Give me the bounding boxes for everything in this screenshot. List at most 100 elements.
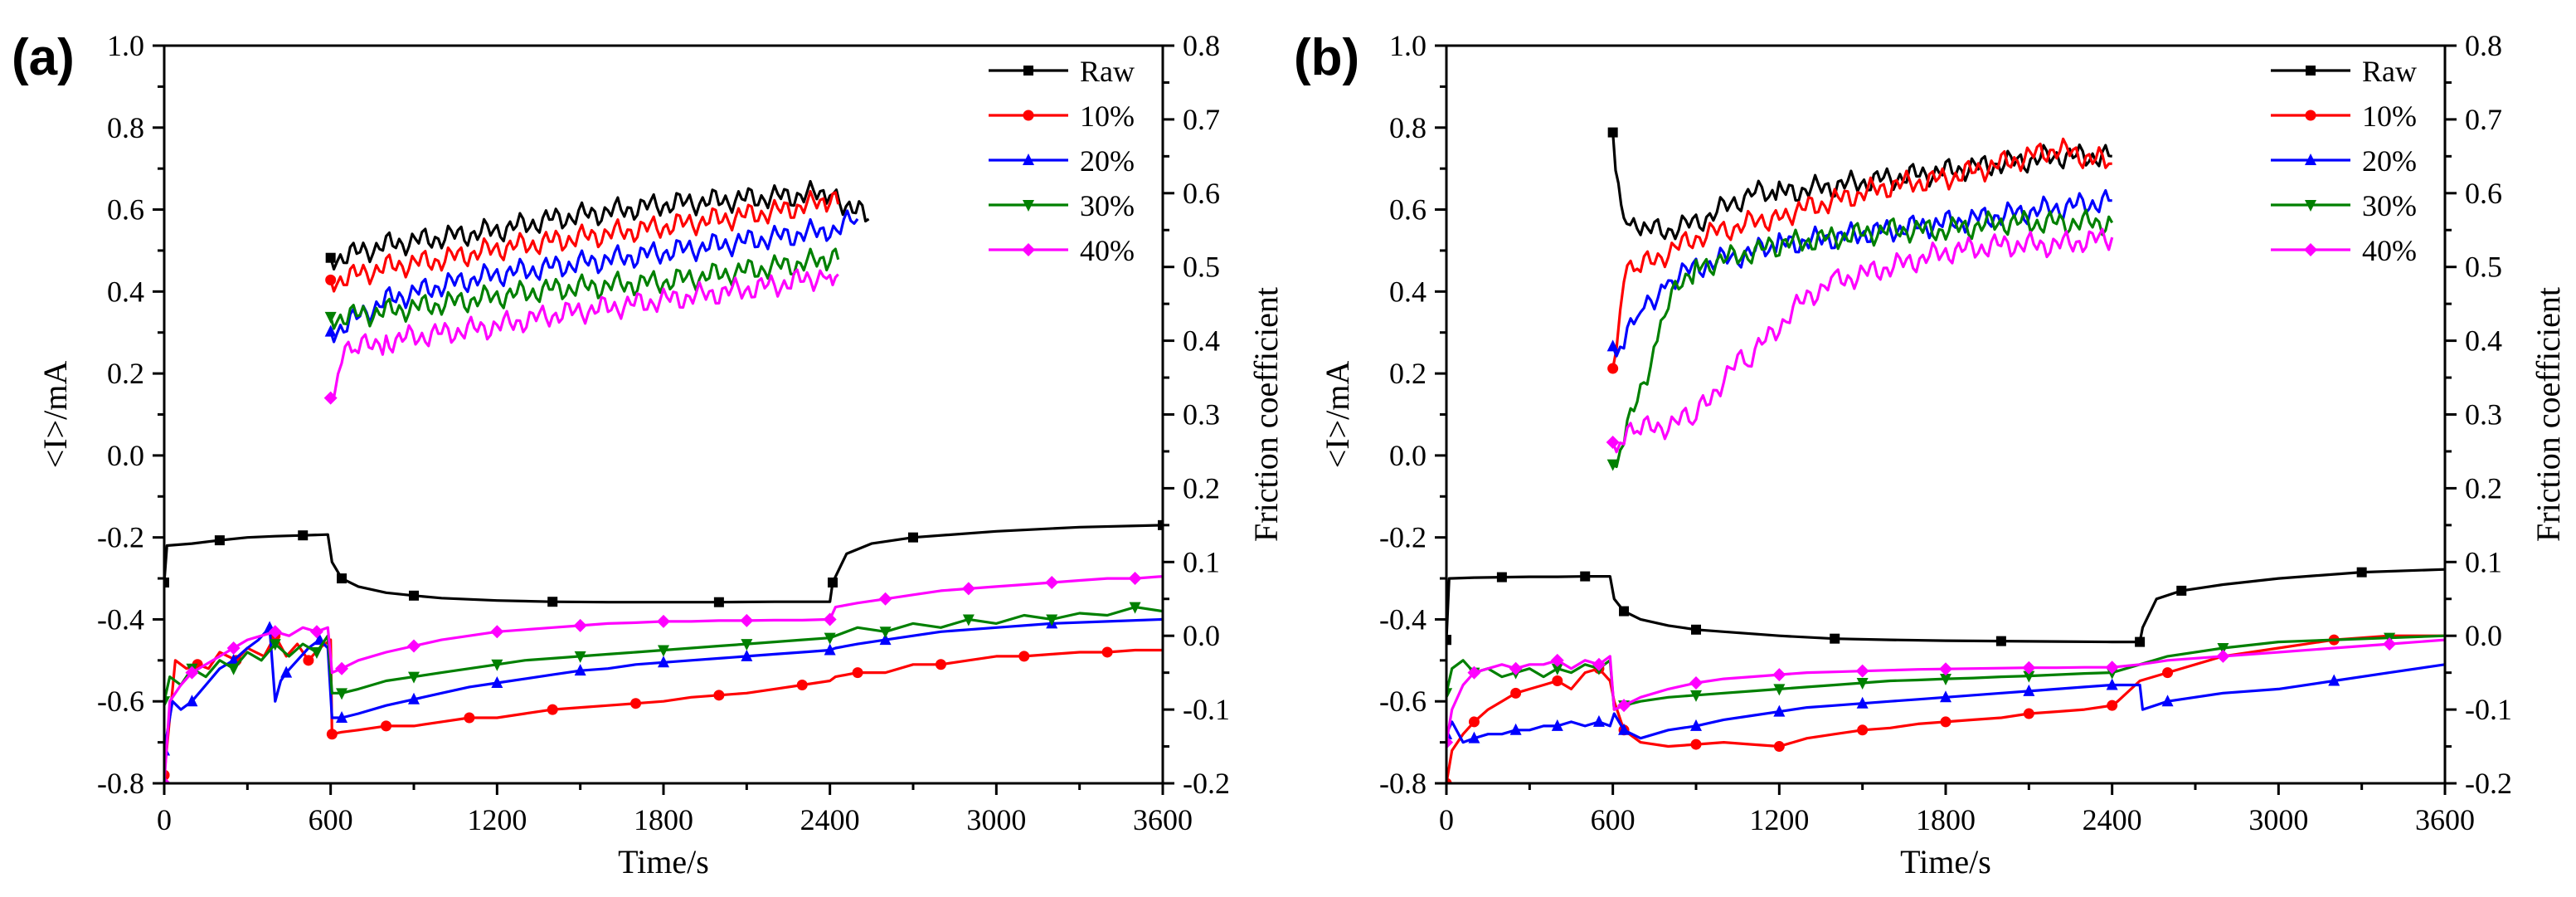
current-series-marker bbox=[741, 649, 753, 661]
current-series-marker bbox=[796, 679, 808, 690]
current-series-40pct bbox=[164, 575, 1163, 783]
current-series-marker bbox=[164, 777, 171, 783]
current-series-marker bbox=[2176, 585, 2187, 596]
current-series-marker bbox=[337, 573, 348, 584]
x-tick-label: 1800 bbox=[1916, 803, 1976, 836]
x-axis-label: Time/s bbox=[618, 843, 709, 880]
y-left-tick-label: 0.4 bbox=[1389, 275, 1427, 308]
legend: Raw 10% 20% 30% 40% bbox=[989, 55, 1135, 267]
legend-marker bbox=[1023, 200, 1034, 212]
friction-series-20pct bbox=[329, 209, 859, 344]
x-axis-label: Time/s bbox=[1900, 843, 1991, 880]
current-series-marker bbox=[227, 653, 240, 665]
current-series-marker bbox=[1580, 571, 1591, 582]
current-series-marker bbox=[824, 643, 836, 656]
current-series-marker bbox=[1773, 704, 1786, 717]
y-left-tick-label: 0.2 bbox=[107, 357, 144, 390]
current-series-marker bbox=[1552, 675, 1563, 687]
x-tick-label: 0 bbox=[157, 803, 172, 836]
current-series-40pct bbox=[1446, 638, 2445, 743]
y-right-tick-label: 0.1 bbox=[1183, 545, 1220, 578]
friction-series-start-marker bbox=[1606, 435, 1620, 449]
current-series-marker bbox=[2107, 700, 2118, 711]
friction-series-10pct bbox=[1611, 137, 2112, 369]
y-left-tick-label: -0.6 bbox=[97, 685, 144, 718]
y-left-tick-label: 0.6 bbox=[107, 193, 144, 227]
plot-area bbox=[1446, 127, 2445, 783]
y-left-tick-label: -0.8 bbox=[97, 767, 144, 800]
legend-label: Raw bbox=[1080, 55, 1135, 88]
legend-marker bbox=[1023, 66, 1033, 76]
current-series-marker bbox=[2217, 643, 2229, 656]
friction-series-40pct bbox=[329, 268, 839, 399]
current-series-marker bbox=[935, 659, 946, 670]
current-series-marker bbox=[2023, 684, 2035, 696]
current-series-marker bbox=[852, 667, 863, 679]
current-series-marker bbox=[1129, 602, 1141, 614]
friction-series-start-marker bbox=[323, 391, 338, 405]
friction-series-start-marker bbox=[324, 324, 337, 337]
y-right-tick-label: 0.0 bbox=[1183, 619, 1220, 652]
y-right-tick-label: 0.4 bbox=[1183, 324, 1220, 358]
current-series-marker bbox=[1510, 687, 1522, 699]
y-right-tick-label: 0.5 bbox=[1183, 251, 1220, 284]
legend-marker bbox=[2306, 66, 2316, 76]
y-right-tick-label: 0.1 bbox=[2465, 545, 2502, 578]
current-series-marker bbox=[1857, 724, 1869, 736]
current-series-marker bbox=[490, 625, 504, 639]
y-right-tick-label: 0.6 bbox=[2465, 177, 2502, 210]
y-left-tick-label: 0.8 bbox=[107, 111, 144, 144]
current-series-marker bbox=[2383, 637, 2397, 651]
current-series-marker bbox=[908, 532, 918, 543]
axes: 0 600 1200 1800 2400 3000 3600 -0.8 -0.6 -0.4 -0.2… bbox=[1379, 29, 2512, 836]
legend-label: 10% bbox=[1080, 100, 1135, 133]
current-series-marker bbox=[164, 696, 170, 709]
current-series-marker bbox=[214, 535, 225, 546]
y-left-tick-label: -0.8 bbox=[1379, 767, 1427, 800]
y-right-tick-label: 0.7 bbox=[1183, 103, 1220, 136]
current-series-marker bbox=[310, 646, 323, 659]
current-series-marker bbox=[1940, 716, 1951, 728]
axes: 0 600 1200 1800 2400 3000 3600 -0.8 -0.6 -0.4 -0.2… bbox=[97, 29, 1230, 836]
panel-label: (a) bbox=[12, 29, 75, 86]
current-series-marker bbox=[309, 625, 323, 639]
y-right-tick-label: -0.1 bbox=[2465, 693, 2512, 726]
current-series-marker bbox=[464, 712, 475, 724]
panel-label: (b) bbox=[1294, 29, 1359, 86]
current-series-marker bbox=[573, 618, 587, 632]
current-series-marker bbox=[658, 645, 669, 657]
current-series-marker bbox=[1689, 675, 1703, 690]
current-series-marker bbox=[491, 659, 503, 671]
y-left-tick-label: -0.4 bbox=[97, 602, 144, 636]
current-series-marker bbox=[2356, 567, 2367, 578]
current-series-marker bbox=[1446, 688, 1452, 700]
current-series-marker bbox=[713, 690, 725, 701]
legend-marker bbox=[2305, 200, 2316, 212]
current-series-marker bbox=[1856, 696, 1869, 709]
current-series-marker bbox=[227, 663, 240, 675]
legend: Raw 10% 20% 30% 40% bbox=[2271, 55, 2417, 267]
y-axis-right-label: Friction coefficient bbox=[2530, 287, 2567, 542]
series-group bbox=[1446, 127, 2445, 783]
friction-series-start-marker bbox=[325, 252, 336, 263]
current-series-marker bbox=[1158, 519, 1163, 530]
x-tick-label: 3000 bbox=[2248, 803, 2308, 836]
friction-series-start-marker bbox=[324, 311, 337, 324]
current-series-marker bbox=[1856, 677, 1869, 690]
current-series-marker bbox=[574, 651, 586, 663]
current-series-marker bbox=[823, 612, 837, 626]
friction-series-start-marker bbox=[325, 274, 337, 285]
current-series-marker bbox=[1690, 690, 1702, 702]
current-series-marker bbox=[1773, 684, 1786, 696]
current-series-20pct bbox=[1446, 663, 2445, 744]
legend-label: 40% bbox=[2362, 234, 2417, 267]
current-series-marker bbox=[878, 592, 892, 606]
legend-marker bbox=[2305, 154, 2316, 165]
y-right-tick-label: 0.7 bbox=[2465, 103, 2502, 136]
current-series-marker bbox=[2023, 670, 2035, 683]
current-series-marker bbox=[164, 577, 169, 587]
y-axis-left-label: <I>/mA bbox=[36, 361, 74, 469]
y-left-tick-label: -0.4 bbox=[1379, 602, 1427, 636]
friction-series-10pct bbox=[329, 189, 840, 293]
panel-b: (b) 0 600 1200 1800 2400 3000 3600 -0.8 -0.6 -0.4… bbox=[1294, 29, 2567, 880]
